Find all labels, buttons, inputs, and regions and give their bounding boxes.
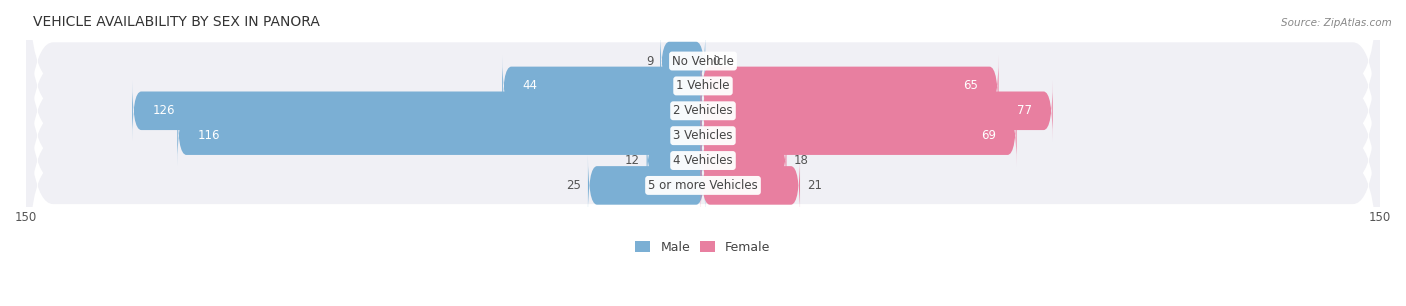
FancyBboxPatch shape	[177, 105, 706, 166]
Text: 3 Vehicles: 3 Vehicles	[673, 129, 733, 142]
FancyBboxPatch shape	[661, 31, 706, 91]
Text: 0: 0	[711, 54, 720, 68]
Text: 44: 44	[523, 80, 537, 92]
FancyBboxPatch shape	[700, 80, 1053, 141]
FancyBboxPatch shape	[27, 55, 1379, 306]
FancyBboxPatch shape	[588, 155, 706, 216]
FancyBboxPatch shape	[647, 130, 706, 191]
FancyBboxPatch shape	[700, 130, 786, 191]
Text: 116: 116	[198, 129, 221, 142]
Text: 12: 12	[624, 154, 640, 167]
Text: 25: 25	[567, 179, 581, 192]
FancyBboxPatch shape	[27, 30, 1379, 291]
Text: 21: 21	[807, 179, 821, 192]
Text: Source: ZipAtlas.com: Source: ZipAtlas.com	[1281, 18, 1392, 28]
Text: 4 Vehicles: 4 Vehicles	[673, 154, 733, 167]
Legend: Male, Female: Male, Female	[636, 241, 770, 254]
FancyBboxPatch shape	[700, 105, 1017, 166]
FancyBboxPatch shape	[700, 155, 800, 216]
Text: 77: 77	[1018, 104, 1032, 117]
Text: 126: 126	[152, 104, 174, 117]
Text: 2 Vehicles: 2 Vehicles	[673, 104, 733, 117]
Text: VEHICLE AVAILABILITY BY SEX IN PANORA: VEHICLE AVAILABILITY BY SEX IN PANORA	[32, 15, 319, 29]
FancyBboxPatch shape	[27, 0, 1379, 216]
Text: 65: 65	[963, 80, 979, 92]
Text: 5 or more Vehicles: 5 or more Vehicles	[648, 179, 758, 192]
Text: 1 Vehicle: 1 Vehicle	[676, 80, 730, 92]
FancyBboxPatch shape	[27, 5, 1379, 266]
FancyBboxPatch shape	[502, 55, 706, 116]
FancyBboxPatch shape	[27, 0, 1379, 192]
Text: No Vehicle: No Vehicle	[672, 54, 734, 68]
Text: 18: 18	[793, 154, 808, 167]
FancyBboxPatch shape	[132, 80, 706, 141]
FancyBboxPatch shape	[27, 0, 1379, 241]
Text: 9: 9	[645, 54, 654, 68]
FancyBboxPatch shape	[700, 55, 998, 116]
Text: 69: 69	[981, 129, 997, 142]
